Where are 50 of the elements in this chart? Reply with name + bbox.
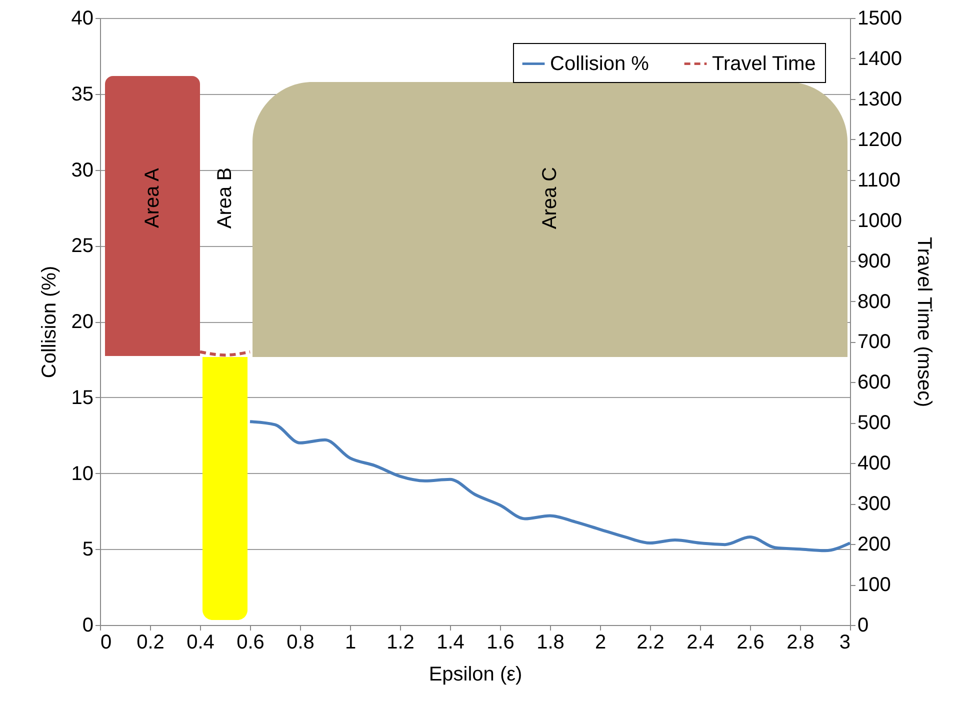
x-tick-label: 2.6 bbox=[736, 632, 764, 654]
x-tick-label: 1.2 bbox=[386, 632, 414, 654]
band-label: Area A bbox=[142, 167, 164, 228]
y2-tick-label: 500 bbox=[858, 412, 891, 434]
y-tick-label: 0 bbox=[82, 614, 94, 636]
y2-tick-label: 1300 bbox=[858, 88, 902, 110]
y2-axis-title: Travel Time (msec) bbox=[912, 236, 935, 408]
x-tick-label: 1 bbox=[344, 632, 356, 654]
y2-tick-label: 1200 bbox=[858, 128, 902, 151]
y-tick-label: 30 bbox=[71, 159, 94, 182]
x-tick-label: 2.4 bbox=[686, 632, 714, 654]
y-axis-title: Collision (%) bbox=[38, 266, 60, 378]
x-tick-label: 1.4 bbox=[436, 632, 464, 654]
y2-tick-label: 700 bbox=[858, 331, 891, 354]
y2-tick-label: 1400 bbox=[858, 48, 902, 70]
y2-tick-label: 200 bbox=[858, 534, 891, 556]
y-tick-label: 5 bbox=[82, 538, 94, 561]
annotation: Area B bbox=[214, 167, 236, 229]
y-tick-label: 15 bbox=[71, 386, 94, 409]
x-tick-label: 2.8 bbox=[786, 632, 814, 654]
y2-tick-label: 0 bbox=[858, 614, 869, 636]
y2-tick-label: 400 bbox=[858, 452, 891, 475]
y2-tick-label: 600 bbox=[858, 372, 891, 394]
y-tick-label: 35 bbox=[71, 83, 94, 106]
y2-tick-label: 1000 bbox=[858, 210, 902, 232]
y2-tick-label: 300 bbox=[858, 493, 891, 516]
x-tick-label: 0.2 bbox=[136, 632, 164, 654]
x-tick-label: 0.8 bbox=[286, 632, 314, 654]
y-tick-label: 20 bbox=[71, 311, 94, 333]
line-series bbox=[248, 420, 852, 552]
y2-tick-label: 1500 bbox=[858, 8, 902, 30]
y-tick-label: 10 bbox=[71, 462, 94, 485]
y-tick-label: 25 bbox=[71, 235, 94, 258]
y-tick-label: 40 bbox=[71, 8, 94, 30]
y2-tick-label: 100 bbox=[858, 574, 891, 596]
x-tick-label: 2.2 bbox=[636, 632, 664, 654]
legend-label: Travel Time bbox=[712, 52, 816, 75]
y2-tick-label: 800 bbox=[858, 290, 891, 313]
x-tick-label: 1.6 bbox=[486, 632, 514, 654]
band-label: Area C bbox=[539, 166, 561, 230]
y2-tick-label: 1100 bbox=[858, 169, 901, 192]
x-tick-label: 1.8 bbox=[536, 632, 564, 654]
y2-tick-label: 900 bbox=[858, 250, 891, 272]
x-tick-label: 0 bbox=[100, 632, 112, 654]
x-tick-label: 0.6 bbox=[236, 632, 264, 654]
x-tick-label: 0.4 bbox=[186, 632, 214, 654]
x-axis-title: Epsilon (ε) bbox=[428, 664, 522, 686]
legend-label: Collision % bbox=[550, 52, 650, 75]
x-tick-label: 2 bbox=[594, 632, 606, 654]
x-tick-label: 3 bbox=[839, 632, 850, 654]
